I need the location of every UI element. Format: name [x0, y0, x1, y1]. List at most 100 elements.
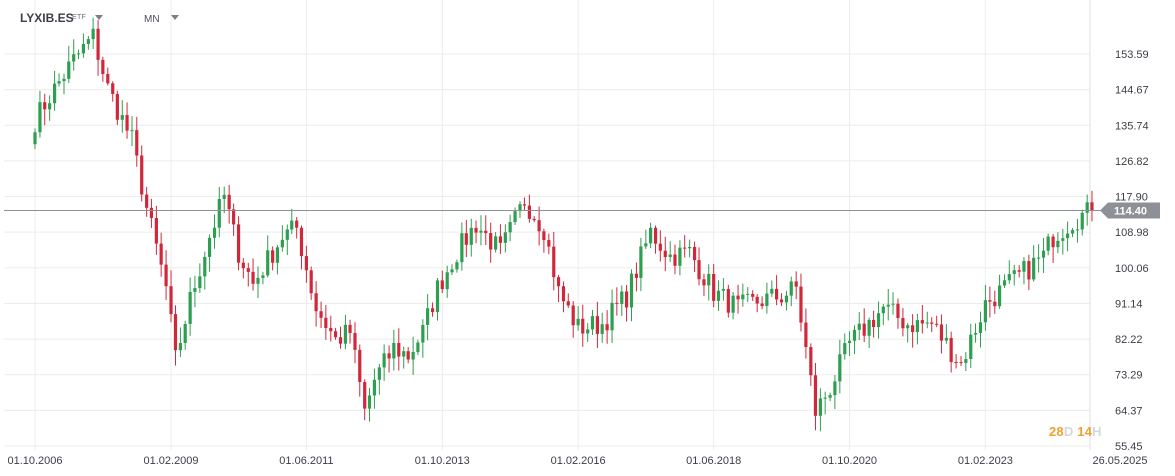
- candle-down: [615, 287, 619, 316]
- y-tick-label: 82.22: [1115, 334, 1143, 346]
- candle-down: [871, 310, 876, 338]
- candle-up: [193, 275, 197, 308]
- candle-down: [464, 219, 468, 257]
- candle-up: [450, 264, 454, 276]
- candle-down: [799, 273, 803, 332]
- candle-down: [96, 20, 100, 76]
- candle-down: [338, 326, 343, 349]
- candle-down: [387, 345, 391, 373]
- candle-up: [978, 311, 983, 348]
- candle-down: [813, 362, 818, 431]
- candle-down: [115, 90, 119, 126]
- candle-down: [358, 344, 362, 397]
- candle-up: [876, 301, 881, 339]
- candle-down: [751, 290, 755, 302]
- candle-up: [765, 282, 769, 314]
- candle-up: [1046, 233, 1050, 256]
- candle-up: [275, 245, 280, 275]
- asset-type-badge: ETF: [72, 14, 87, 21]
- candle-up: [435, 277, 440, 321]
- candle-down: [169, 270, 173, 323]
- candle-up: [1070, 227, 1075, 238]
- y-tick-label: 144.67: [1115, 85, 1149, 97]
- candle-down: [1051, 234, 1055, 263]
- candle-up: [280, 225, 284, 252]
- x-tick-label: 01.02.2016: [551, 455, 606, 467]
- candle-down: [901, 308, 905, 337]
- candle-up: [1056, 232, 1060, 254]
- candle-up: [285, 224, 289, 256]
- candle-up: [668, 241, 672, 262]
- y-tick-label: 64.37: [1115, 405, 1143, 417]
- candle-down: [324, 304, 328, 340]
- candle-down: [314, 281, 318, 327]
- candle-up: [649, 222, 653, 249]
- last-price-line: 114.40: [4, 202, 1160, 219]
- candle-up: [411, 336, 415, 375]
- candle-up: [377, 363, 381, 395]
- candle-up: [1022, 257, 1026, 285]
- candle-down: [489, 222, 493, 263]
- candle-down: [537, 206, 541, 246]
- candle-up: [983, 284, 988, 331]
- candle-down: [566, 293, 570, 308]
- candle-up: [1012, 264, 1016, 286]
- candle-down: [993, 290, 997, 314]
- instrument-dropdown-chevron-down-icon[interactable]: [95, 15, 103, 20]
- candle-up: [881, 303, 885, 326]
- candle-down: [299, 225, 304, 270]
- candle-down: [920, 304, 924, 334]
- candle-up: [212, 214, 217, 249]
- candle-up: [120, 100, 124, 133]
- candle-down: [164, 250, 168, 300]
- candle-down: [140, 145, 144, 202]
- candle-up: [644, 229, 648, 250]
- candle-down: [692, 241, 697, 272]
- candle-up: [707, 264, 711, 301]
- candle-up: [372, 368, 377, 409]
- candle-down: [440, 270, 444, 294]
- candle-up: [1032, 245, 1036, 282]
- candle-down: [111, 81, 115, 102]
- candle-up: [838, 339, 842, 394]
- candle-up: [48, 95, 52, 121]
- candle-down: [547, 233, 551, 255]
- candle-down: [145, 186, 149, 217]
- candle-up: [469, 218, 473, 257]
- candle-up: [62, 73, 66, 95]
- candle-up: [1075, 218, 1080, 243]
- candle-up: [382, 344, 386, 381]
- candle-up: [886, 288, 890, 321]
- y-tick-label: 73.29: [1115, 370, 1143, 382]
- candle-up: [479, 215, 483, 246]
- interval-selector[interactable]: MN: [144, 14, 160, 25]
- candle-down: [552, 231, 556, 291]
- candle-down: [101, 56, 105, 82]
- candle-down: [353, 322, 357, 364]
- candle-up: [1037, 244, 1041, 273]
- candle-up: [445, 265, 449, 298]
- candle-up: [639, 237, 643, 292]
- candle-down: [106, 67, 110, 86]
- candle-up: [178, 327, 183, 358]
- candle-down: [862, 308, 866, 343]
- candle-up: [629, 269, 634, 322]
- candle-up: [256, 266, 260, 299]
- candle-up: [590, 309, 595, 335]
- interval-dropdown-chevron-down-icon[interactable]: [171, 15, 179, 20]
- candle-up: [784, 290, 789, 311]
- candle-up: [833, 375, 837, 410]
- candle-down: [755, 294, 759, 313]
- candle-down: [988, 286, 992, 318]
- candle-up: [770, 280, 774, 297]
- candle-up: [86, 36, 90, 50]
- candle-up: [198, 263, 202, 293]
- candle-down: [683, 235, 687, 258]
- x-tick-label: 26.05.2025: [1092, 455, 1147, 467]
- candle-up: [847, 331, 852, 356]
- candle-series: [33, 17, 1094, 432]
- candle-up: [266, 235, 270, 278]
- hours-unit: H: [1092, 424, 1102, 439]
- candle-up: [203, 251, 207, 290]
